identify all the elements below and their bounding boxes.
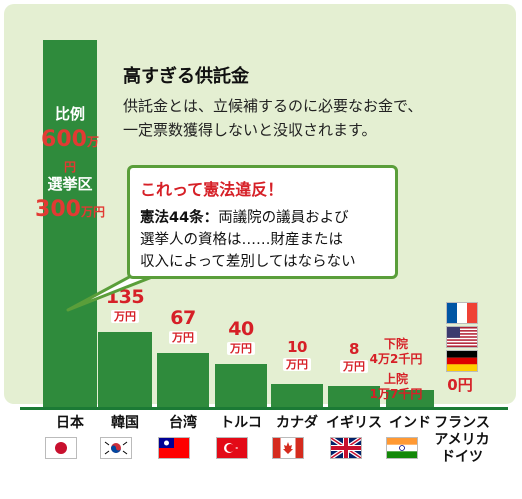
india-upper-house-note: 上院 1万7千円 — [363, 372, 429, 402]
turkey-flag — [216, 437, 248, 459]
value-unit: 万円 — [283, 357, 311, 371]
lower-house-value: 4万2千円 — [369, 352, 423, 366]
constitution-article: 憲法44条： — [140, 210, 219, 226]
bar-3 — [215, 364, 267, 407]
value-label-2: 67 万円 — [153, 307, 213, 345]
japan-proportional-label: 比例 600万円 — [40, 103, 100, 177]
category-label-2: 台湾 — [169, 415, 197, 431]
bar-0 — [43, 40, 97, 407]
value-unit: 万円 — [340, 359, 368, 373]
category-label-0: 日本 — [56, 415, 84, 431]
category-label-5: イギリス — [326, 415, 382, 431]
value-number: 10 — [287, 337, 307, 356]
description-line-2: 一定票数獲得しないと没収されます。 — [123, 121, 377, 139]
district-value: 300万円 — [32, 197, 108, 222]
taiwan-flag — [158, 437, 190, 459]
upper-house-value: 1万7千円 — [369, 387, 423, 401]
value-unit: 万円 — [227, 342, 255, 356]
chart-title: 高すぎる供託金 — [123, 66, 249, 87]
bar-4 — [271, 383, 323, 407]
india-flag — [386, 437, 418, 459]
value-number: 8 — [349, 339, 359, 358]
district-unit: 万円 — [80, 205, 105, 219]
value-label-5: 8 万円 — [324, 339, 384, 373]
japan-district-label: 選挙区 300万円 — [32, 173, 108, 222]
bar-5 — [328, 385, 380, 407]
callout-line-1: 憲法44条：両議院の議員および — [140, 206, 349, 227]
zero-value-label: 0円 — [447, 376, 473, 394]
japan-flag — [45, 437, 77, 459]
callout-box: これって憲法違反！ 憲法44条：両議院の議員および 選挙人の資格は……財産または… — [127, 165, 398, 279]
category-label-6: インド — [389, 415, 431, 431]
proportional-number: 600 — [41, 127, 87, 152]
category-label-4: カナダ — [276, 415, 318, 431]
value-number: 67 — [170, 307, 196, 330]
district-caption: 選挙区 — [47, 175, 93, 193]
district-number: 300 — [35, 197, 81, 222]
canada-flag — [272, 437, 304, 459]
category-label-3: トルコ — [220, 415, 262, 431]
bar-2 — [157, 353, 209, 407]
category-label-7: フランス アメリカ ドイツ — [434, 415, 490, 465]
callout-line-3: 収入によって差別してはならない — [140, 254, 356, 270]
lower-house-label: 下院 — [383, 337, 408, 351]
india-lower-house-note: 下院 4万2千円 — [363, 337, 429, 367]
value-label-3: 40 万円 — [211, 318, 271, 356]
upper-house-label: 上院 — [383, 372, 408, 386]
value-label-1: 135 万円 — [95, 286, 155, 324]
callout-text-1: 両議院の議員および — [218, 210, 349, 226]
value-number: 135 — [105, 286, 145, 309]
callout-line-2: 選挙人の資格は……財産または — [140, 232, 343, 248]
value-unit: 万円 — [169, 331, 197, 345]
korea-flag — [100, 437, 132, 459]
germany-flag — [446, 350, 478, 372]
usa-flag — [446, 326, 478, 348]
france-flag — [446, 302, 478, 324]
x-axis-baseline — [20, 407, 508, 410]
proportional-value: 600万円 — [40, 127, 100, 177]
value-number: 40 — [228, 318, 254, 341]
bar-6 — [386, 390, 434, 407]
description-line-1: 供託金とは、立候補するのに必要なお金で、 — [123, 97, 423, 115]
category-label-1: 韓国 — [111, 415, 139, 431]
value-unit: 万円 — [111, 310, 139, 324]
callout-title: これって憲法違反！ — [140, 180, 284, 199]
bar-1 — [98, 332, 152, 407]
uk-flag — [330, 437, 362, 459]
value-label-4: 10 万円 — [267, 337, 327, 371]
proportional-caption: 比例 — [54, 105, 85, 123]
proportional-unit: 万円 — [63, 135, 99, 174]
